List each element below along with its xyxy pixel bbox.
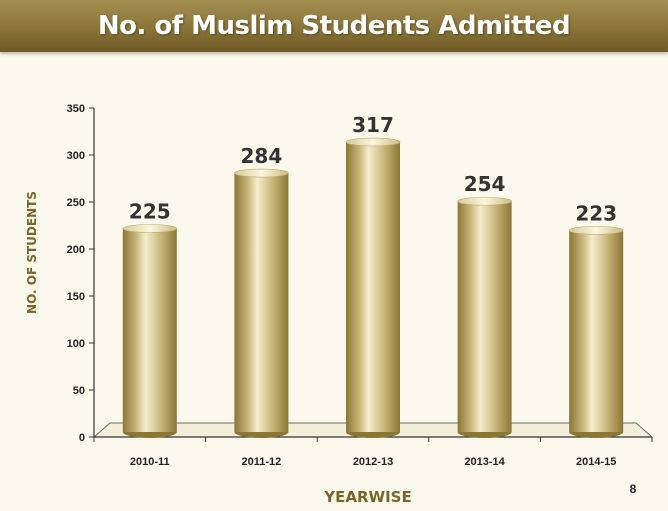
bar-top: [457, 196, 512, 206]
title-bar: [0, 0, 668, 52]
bar-top: [234, 168, 289, 178]
bar-2010-11: [122, 228, 177, 432]
y-tick-label: 50: [73, 385, 85, 397]
data-label-2012-13: 317: [352, 113, 394, 137]
data-label-2014-15: 223: [575, 201, 617, 225]
x-axis-title: YEARWISE: [323, 488, 411, 506]
bar-2011-12: [234, 173, 289, 433]
bar-top: [568, 226, 624, 235]
data-label-2010-11: 225: [129, 200, 171, 224]
x-tick-label-2010-11: 2010-11: [130, 456, 170, 468]
y-tick-label: 100: [67, 338, 85, 350]
y-tick-label: 300: [67, 150, 85, 162]
x-tick-label-2014-15: 2014-15: [576, 456, 616, 468]
data-label-2013-14: 254: [464, 172, 506, 196]
y-tick-label: 200: [67, 244, 85, 256]
bar-top: [122, 224, 178, 233]
bar-2012-13: [346, 142, 400, 432]
y-axis-title: NO. OF STUDENTS: [25, 191, 39, 314]
bar-top: [345, 137, 401, 147]
bar-2014-15: [569, 230, 624, 432]
y-tick-label: 350: [67, 103, 85, 115]
page-number: 8: [629, 482, 637, 496]
y-tick-label: 150: [67, 291, 85, 303]
x-tick-label-2012-13: 2012-13: [353, 456, 393, 468]
bar-2013-14: [457, 201, 512, 432]
y-tick-label: 0: [79, 432, 85, 444]
chart-title: No. of Muslim Students Admitted: [97, 11, 571, 41]
x-tick-label-2013-14: 2013-14: [464, 456, 505, 468]
data-label-2011-12: 284: [241, 144, 283, 168]
y-tick-label: 250: [67, 197, 85, 209]
x-tick-label-2011-12: 2011-12: [242, 456, 282, 468]
